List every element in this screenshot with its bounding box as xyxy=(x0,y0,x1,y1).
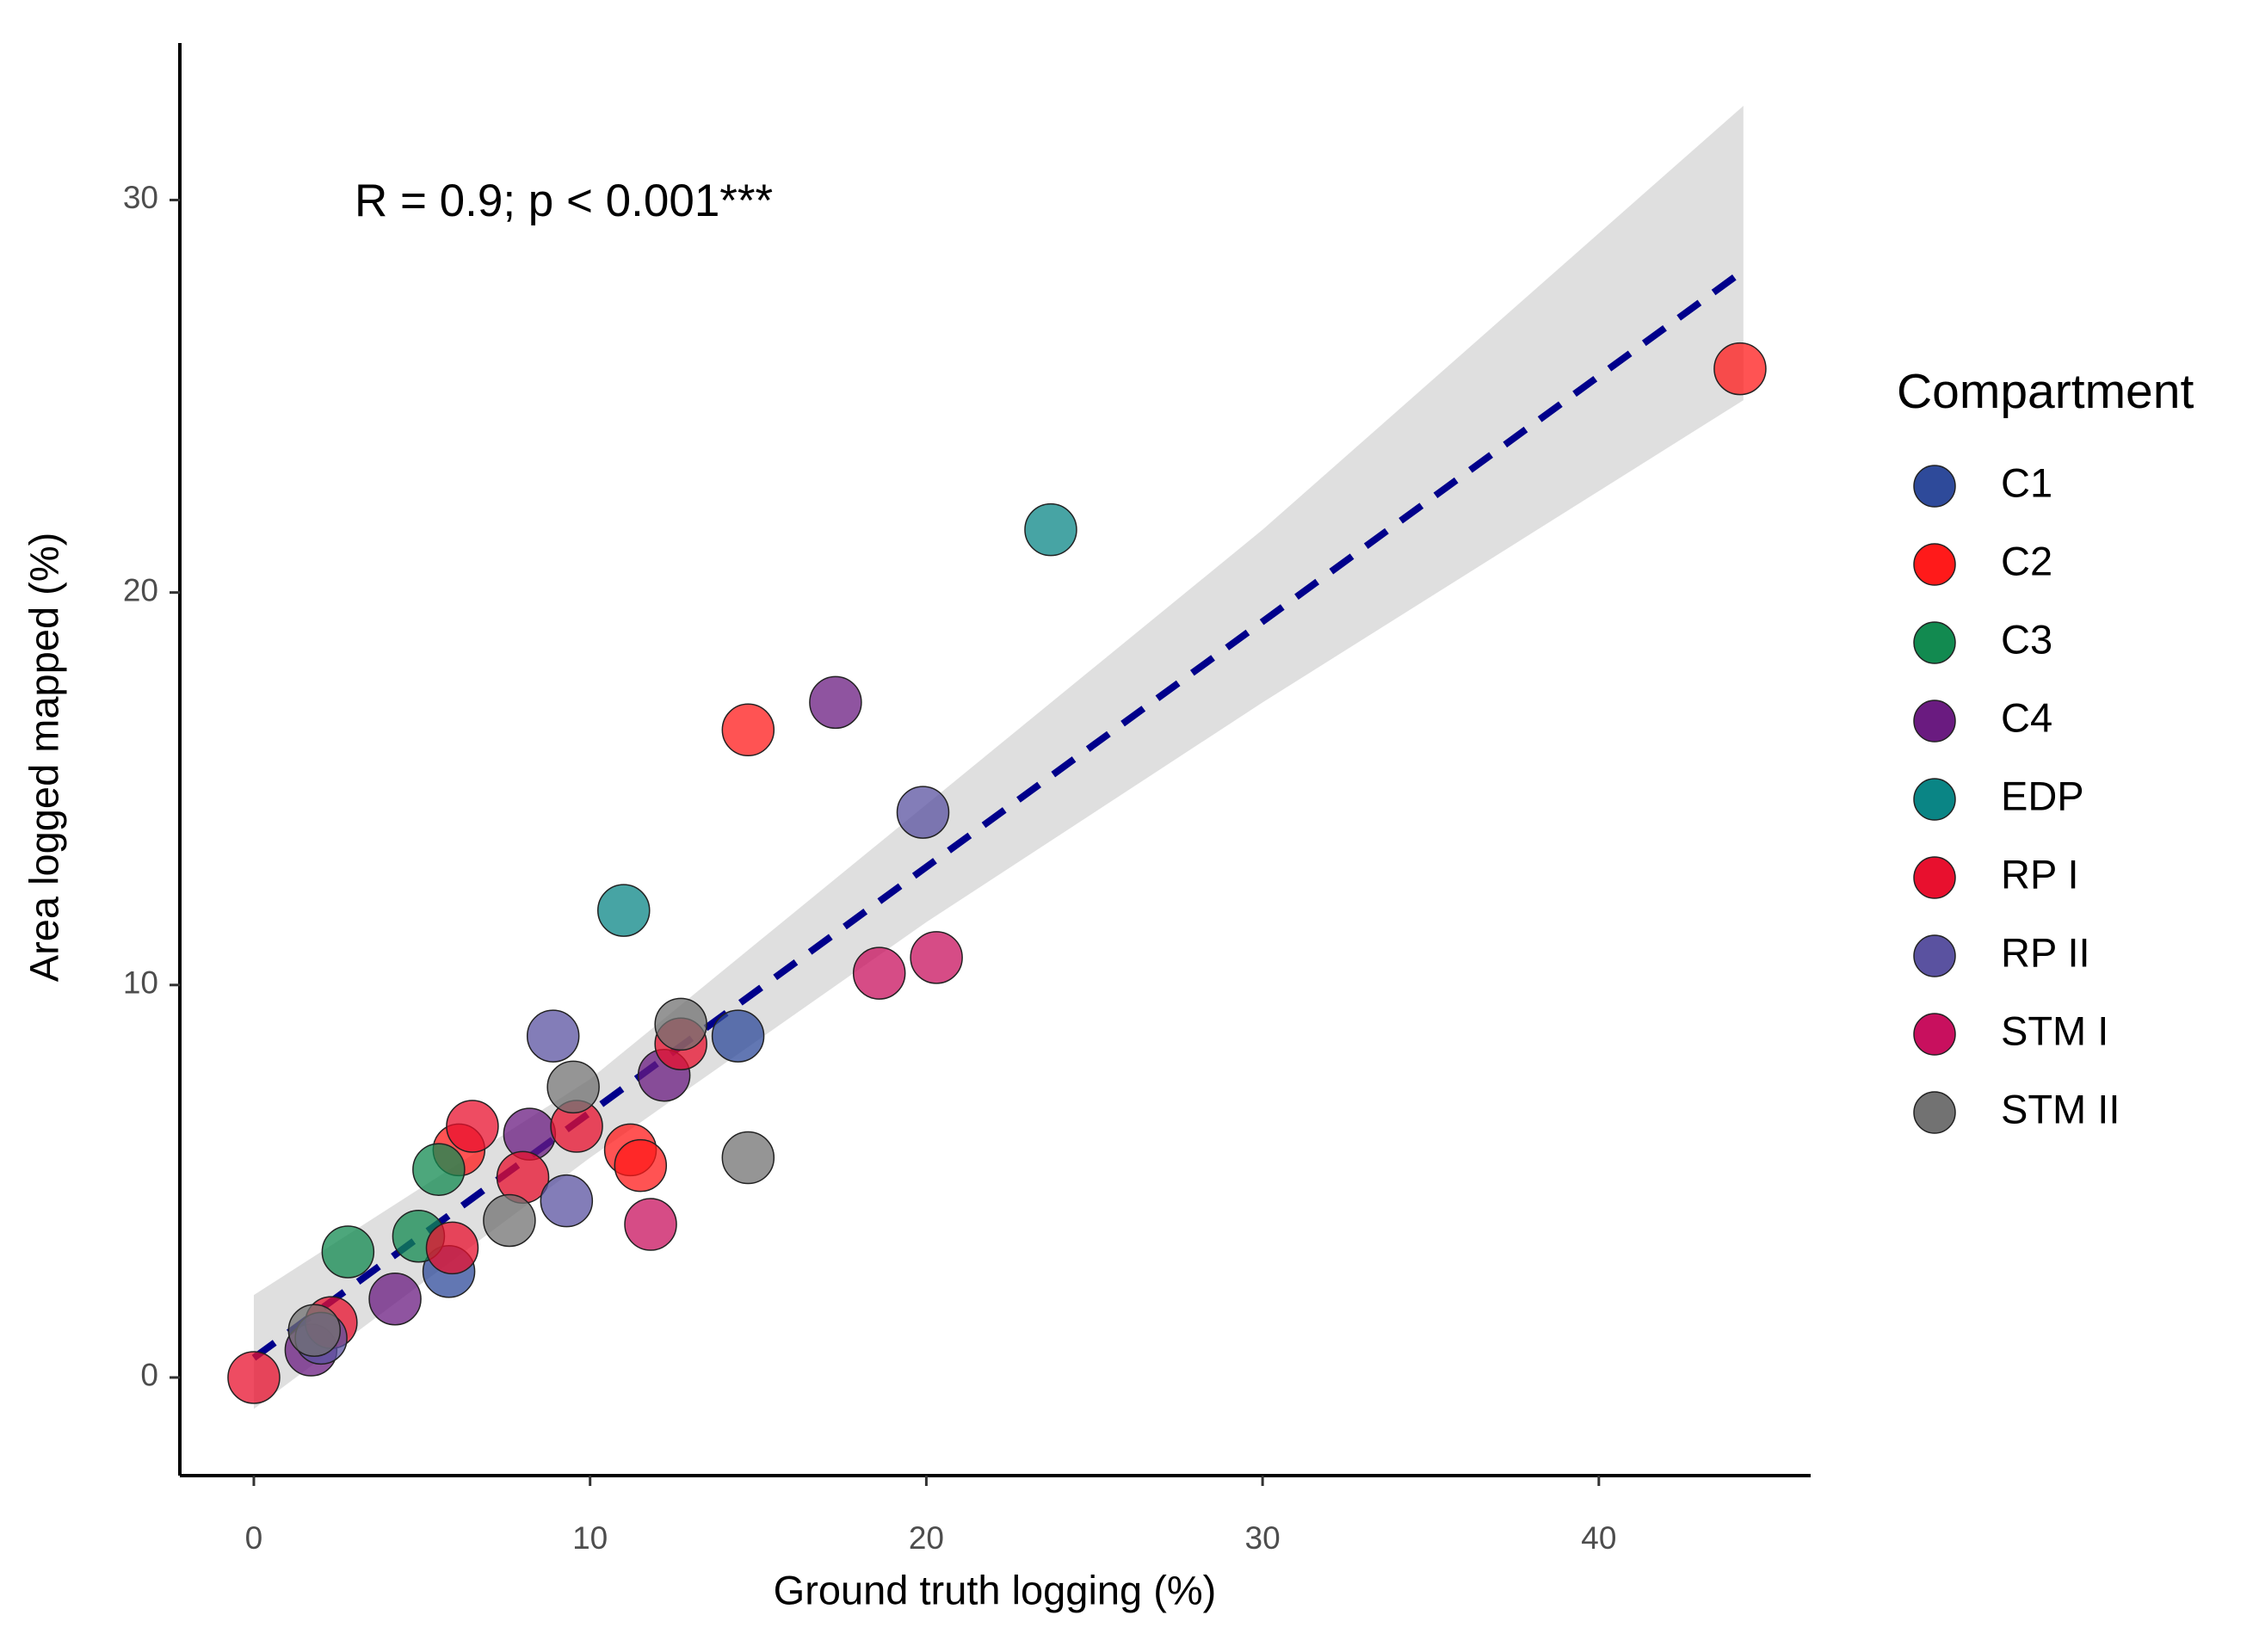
legend-marker xyxy=(1913,778,1956,821)
legend-marker xyxy=(1913,1091,1956,1134)
y-tick-label: 10 xyxy=(123,965,158,1001)
legend-marker xyxy=(1913,856,1956,899)
annotation: R = 0.9; p < 0.001*** xyxy=(355,176,773,226)
legend-marker xyxy=(1913,1013,1956,1056)
x-tick-label: 0 xyxy=(245,1520,263,1556)
legend-label: STM II xyxy=(2001,1086,2120,1131)
y-tick-label: 20 xyxy=(123,572,158,607)
legend-label: RP I xyxy=(2001,851,2079,897)
point xyxy=(711,1009,765,1063)
point xyxy=(1713,342,1767,396)
point xyxy=(809,675,862,730)
point xyxy=(287,1304,342,1357)
legend-title: Compartment xyxy=(1897,364,2194,419)
y-tick-label: 30 xyxy=(123,180,158,215)
x-tick-label: 20 xyxy=(909,1520,944,1556)
point xyxy=(526,1009,580,1063)
point xyxy=(368,1272,422,1326)
legend-marker xyxy=(1913,934,1956,977)
legend-label: C4 xyxy=(2001,694,2052,740)
point xyxy=(896,786,950,839)
point xyxy=(624,1198,677,1251)
legend-label: C1 xyxy=(2001,459,2052,505)
legend-label: STM I xyxy=(2001,1008,2108,1053)
legend-label: C3 xyxy=(2001,616,2052,662)
legend-marker xyxy=(1913,465,1956,508)
point xyxy=(540,1174,594,1228)
point xyxy=(910,931,963,984)
point xyxy=(852,946,906,1000)
point xyxy=(1024,502,1077,557)
legend-marker xyxy=(1913,543,1956,586)
x-axis-title: Ground truth logging (%) xyxy=(774,1567,1217,1612)
point xyxy=(321,1225,375,1279)
x-tick-label: 40 xyxy=(1581,1520,1616,1556)
point xyxy=(721,1131,775,1185)
point xyxy=(483,1193,536,1248)
confidence-band xyxy=(253,105,1744,1409)
legend-label: C2 xyxy=(2001,538,2052,583)
point xyxy=(425,1221,479,1275)
point xyxy=(412,1143,466,1196)
y-tick-label: 0 xyxy=(140,1358,158,1393)
point xyxy=(614,1138,668,1193)
legend-marker xyxy=(1913,700,1956,743)
fit-line xyxy=(251,268,1746,1361)
legend-marker xyxy=(1913,621,1956,664)
legend-label: RP II xyxy=(2001,929,2090,975)
point xyxy=(654,997,707,1051)
point xyxy=(721,703,775,757)
y-axis-title: Area logged mapped (%) xyxy=(21,533,66,983)
x-tick-label: 10 xyxy=(572,1520,608,1556)
point xyxy=(597,884,651,937)
point xyxy=(546,1060,600,1114)
legend-label: EDP xyxy=(2001,773,2084,818)
point xyxy=(446,1100,499,1153)
x-tick-label: 30 xyxy=(1245,1520,1281,1556)
point xyxy=(227,1351,281,1404)
